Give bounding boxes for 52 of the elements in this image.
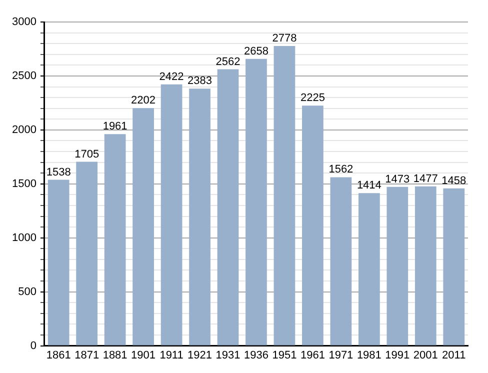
bar [76, 162, 98, 346]
x-tick-label: 1971 [328, 349, 354, 362]
bar [132, 108, 154, 346]
x-tick-label: 1881 [102, 349, 128, 362]
y-tick-label: 500 [18, 286, 36, 298]
x-tick-label: 1951 [272, 349, 297, 362]
y-tick-label: 2000 [12, 124, 36, 136]
x-tick-label: 1921 [188, 349, 212, 362]
bar [217, 69, 239, 346]
y-tick-label: 0 [30, 340, 36, 352]
x-tick-label: 1991 [385, 349, 410, 362]
data-label: 2202 [131, 94, 156, 107]
bar [48, 180, 70, 346]
bar [274, 46, 296, 346]
data-label: 2383 [188, 75, 212, 88]
bar [414, 186, 436, 346]
data-label: 1473 [385, 173, 410, 186]
x-tick-label: 1931 [216, 349, 240, 362]
x-tick-label: 1861 [46, 349, 71, 362]
x-tick-label: 1981 [356, 349, 382, 362]
x-tick-label: 1936 [244, 349, 268, 362]
data-label: 2422 [159, 70, 184, 83]
bar [246, 58, 267, 346]
y-tick-label: 1500 [12, 178, 36, 190]
bar [358, 193, 380, 346]
x-tick-label: 2011 [442, 349, 466, 362]
data-label: 1477 [413, 172, 438, 185]
bar [302, 106, 324, 346]
data-label: 2658 [244, 45, 268, 58]
data-label: 1414 [356, 180, 382, 192]
x-tick-label: 1901 [131, 349, 156, 362]
x-tick-label: 1871 [74, 349, 100, 362]
data-label: 1705 [74, 148, 100, 160]
bar [386, 186, 408, 346]
data-label: 1458 [442, 174, 466, 187]
x-tick-label: 1911 [160, 349, 184, 362]
data-label: 2562 [216, 56, 240, 68]
data-label: 2778 [272, 32, 297, 44]
data-label: 1538 [46, 166, 71, 178]
x-tick-label: 2001 [413, 349, 438, 362]
bar [443, 188, 465, 346]
data-label: 1961 [102, 120, 128, 133]
bar [330, 177, 352, 346]
bar [104, 134, 126, 346]
x-tick-label: 1961 [300, 349, 325, 362]
y-tick-label: 3000 [12, 16, 36, 28]
bar [160, 84, 182, 346]
y-tick-label: 2500 [12, 70, 36, 82]
data-label: 1562 [328, 164, 354, 176]
bar [189, 88, 210, 346]
y-tick-label: 1000 [12, 232, 36, 244]
data-label: 2225 [300, 92, 325, 104]
